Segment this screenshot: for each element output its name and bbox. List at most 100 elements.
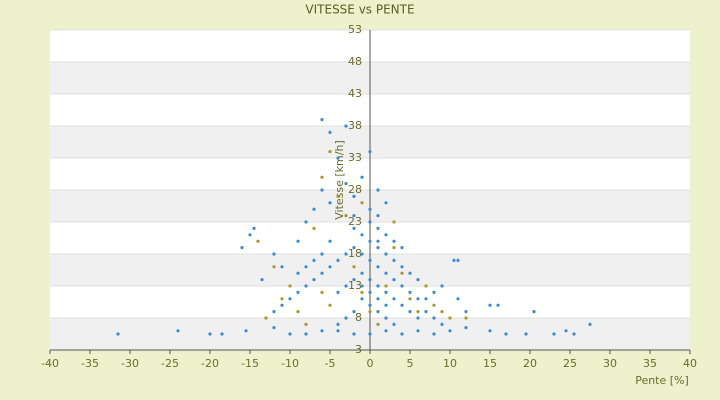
x-tick-label: -25 [161, 357, 179, 370]
scatter-point [264, 316, 268, 320]
scatter-point [376, 322, 380, 326]
scatter-point [524, 332, 528, 336]
y-tick-label: 28 [348, 183, 362, 196]
scatter-point [344, 316, 348, 320]
scatter-point [400, 332, 404, 336]
scatter-point [352, 226, 356, 230]
scatter-point [320, 290, 324, 294]
scatter-point [572, 332, 576, 336]
y-tick-label: 18 [348, 247, 362, 260]
scatter-point [376, 246, 380, 250]
scatter-point [344, 124, 348, 128]
scatter-point [328, 303, 332, 307]
scatter-point [360, 252, 364, 256]
scatter-point [424, 297, 428, 301]
scatter-point [360, 290, 364, 294]
scatter-point [392, 322, 396, 326]
scatter-point [376, 239, 380, 243]
scatter-point [392, 220, 396, 224]
y-tick-label: 38 [348, 119, 362, 132]
x-tick-label: -35 [81, 357, 99, 370]
y-axis-label: Vitesse [km/h] [333, 140, 346, 220]
scatter-point [304, 265, 308, 269]
scatter-point [400, 284, 404, 288]
scatter-point [280, 265, 284, 269]
scatter-point [360, 201, 364, 205]
scatter-point [456, 297, 460, 301]
scatter-point [464, 316, 468, 320]
scatter-point [328, 150, 332, 154]
scatter-point [464, 326, 468, 330]
scatter-point [392, 297, 396, 301]
scatter-point [296, 271, 300, 275]
scatter-point [272, 326, 276, 330]
x-axis-label: Pente [%] [635, 374, 689, 387]
scatter-point [240, 246, 244, 250]
y-tick-label: 33 [348, 151, 362, 164]
scatter-point [336, 290, 340, 294]
scatter-point [208, 332, 212, 336]
scatter-point [532, 310, 536, 314]
scatter-point [416, 297, 420, 301]
scatter-point [368, 310, 372, 314]
scatter-point [352, 246, 356, 250]
scatter-point [288, 332, 292, 336]
scatter-point [376, 297, 380, 301]
scatter-point [272, 310, 276, 314]
scatter-point [368, 220, 372, 224]
scatter-point [256, 239, 260, 243]
scatter-point [440, 284, 444, 288]
scatter-point [320, 188, 324, 192]
scatter-point [368, 278, 372, 282]
scatter-point [424, 284, 428, 288]
scatter-point [352, 194, 356, 198]
scatter-point [368, 207, 372, 211]
scatter-point [416, 278, 420, 282]
scatter-point [320, 175, 324, 179]
x-tick-label: 20 [523, 357, 537, 370]
x-tick-label: -30 [121, 357, 139, 370]
scatter-point [352, 278, 356, 282]
scatter-point [400, 265, 404, 269]
scatter-point [336, 322, 340, 326]
scatter-point [384, 284, 388, 288]
scatter-point [564, 329, 568, 333]
scatter-point [272, 252, 276, 256]
scatter-point [424, 310, 428, 314]
scatter-point [448, 316, 452, 320]
scatter-point [376, 310, 380, 314]
scatter-point [432, 290, 436, 294]
x-tick-label: -20 [201, 357, 219, 370]
scatter-point [360, 297, 364, 301]
x-tick-label: 40 [683, 357, 697, 370]
x-tick-label: -10 [281, 357, 299, 370]
scatter-point [336, 194, 340, 198]
scatter-point [448, 329, 452, 333]
scatter-point [304, 284, 308, 288]
scatter-point [328, 201, 332, 205]
scatter-point [296, 239, 300, 243]
x-tick-label: -15 [241, 357, 259, 370]
scatter-point [360, 284, 364, 288]
scatter-point [408, 290, 412, 294]
scatter-point [488, 329, 492, 333]
y-tick-label: 23 [348, 215, 362, 228]
scatter-point [304, 220, 308, 224]
scatter-point [432, 303, 436, 307]
y-tick-label: 53 [348, 23, 362, 36]
scatter-point [376, 188, 380, 192]
scatter-point [360, 271, 364, 275]
scatter-point [272, 265, 276, 269]
scatter-point [296, 310, 300, 314]
scatter-point [344, 214, 348, 218]
scatter-point [452, 258, 456, 262]
scatter-point [360, 175, 364, 179]
scatter-point [384, 271, 388, 275]
scatter-point [252, 226, 256, 230]
scatter-point [408, 271, 412, 275]
scatter-point [244, 329, 248, 333]
scatter-point [248, 233, 252, 237]
scatter-point [376, 284, 380, 288]
scatter-point [328, 130, 332, 134]
